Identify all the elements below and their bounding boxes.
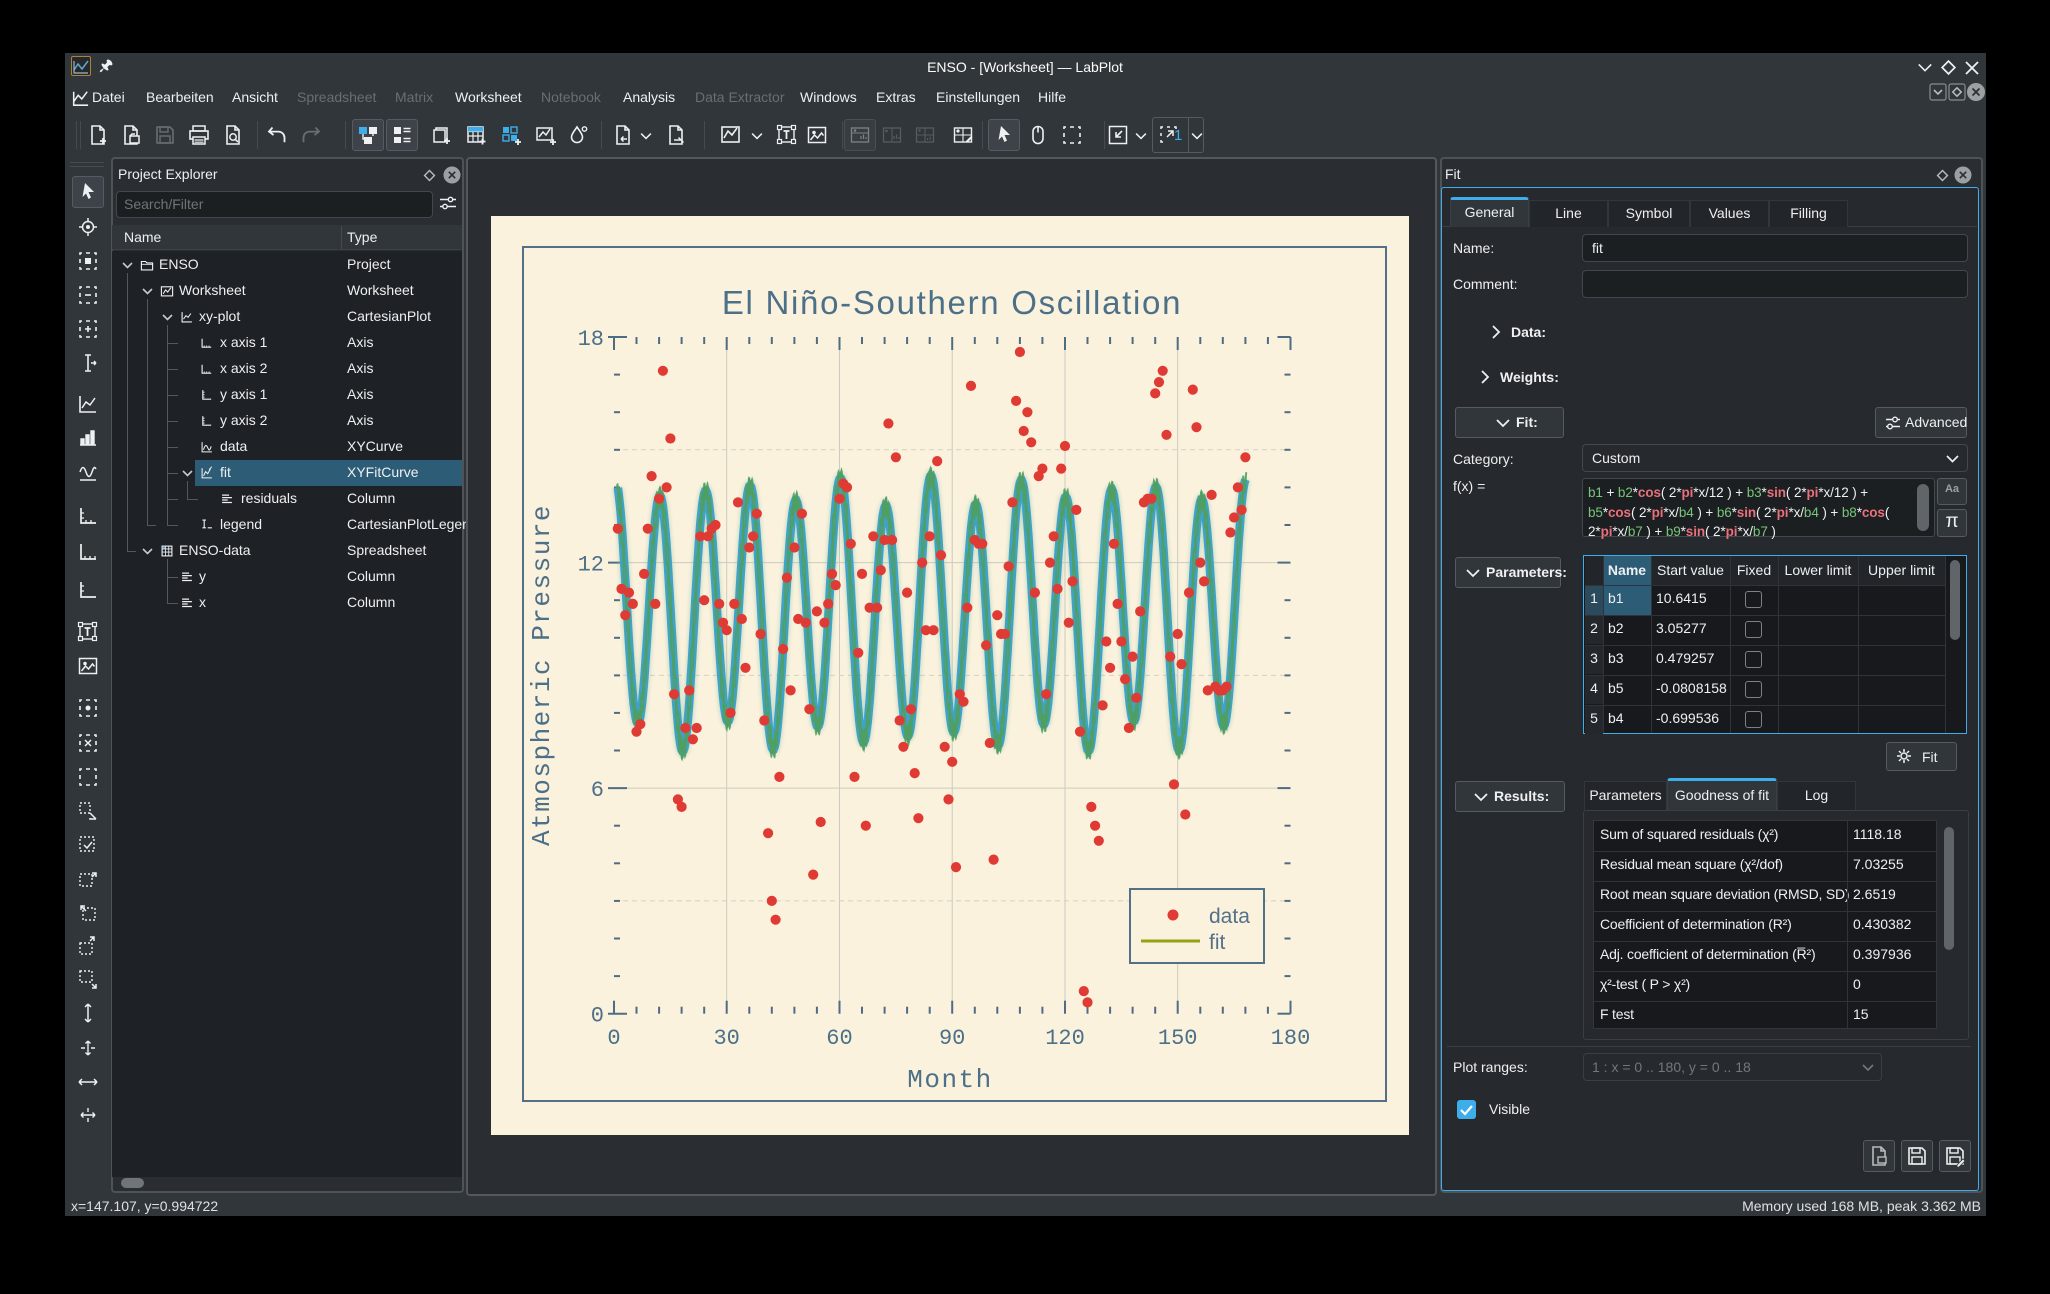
- svg-text:fit: fit: [1209, 931, 1226, 954]
- svg-text:12: 12: [578, 553, 604, 578]
- svg-text:data: data: [1209, 905, 1250, 928]
- svg-text:Atmospheric Pressure: Atmospheric Pressure: [527, 504, 557, 846]
- svg-text:30: 30: [713, 1026, 739, 1051]
- svg-text:120: 120: [1045, 1026, 1085, 1051]
- svg-text:90: 90: [939, 1026, 965, 1051]
- svg-text:18: 18: [578, 327, 604, 352]
- svg-text:0: 0: [591, 1004, 604, 1029]
- svg-text:180: 180: [1271, 1026, 1311, 1051]
- svg-text:Month: Month: [907, 1065, 993, 1095]
- svg-text:6: 6: [591, 778, 604, 803]
- svg-text:0: 0: [607, 1026, 620, 1051]
- svg-text:60: 60: [826, 1026, 852, 1051]
- svg-text:150: 150: [1158, 1026, 1198, 1051]
- svg-text:El Niño-Southern Oscillation: El Niño-Southern Oscillation: [722, 284, 1182, 321]
